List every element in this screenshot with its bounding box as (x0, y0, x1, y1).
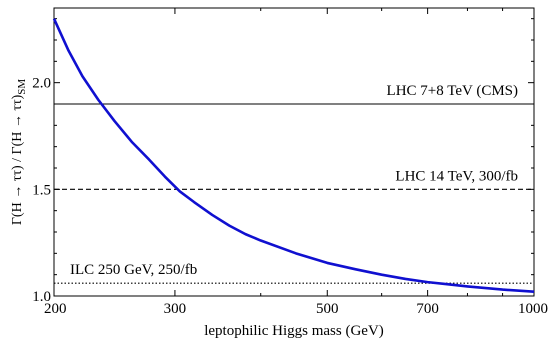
x-tick-labels: 200 300 500 700 1000 (44, 301, 548, 317)
y-tick-labels: 1.0 1.5 2.0 (32, 76, 51, 305)
y-tick-label: 1.0 (32, 289, 51, 305)
y-axis-title-main: Γ(H → ττ) / Γ(H → ττ) (10, 94, 25, 225)
x-tick-label: 500 (316, 301, 339, 317)
y-tick-label: 1.5 (32, 182, 51, 198)
reference-line-label: LHC 14 TeV, 300/fb (395, 168, 518, 184)
x-tick-label: 200 (44, 301, 67, 317)
x-tick-label: 300 (164, 301, 187, 317)
series-line (52, 18, 535, 294)
reference-line-label: LHC 7+8 TeV (CMS) (387, 83, 518, 99)
y-tick-label: 2.0 (32, 76, 51, 92)
plot-frame (53, 7, 535, 297)
y-axis-title-subscript: SM (16, 79, 28, 95)
x-axis-title: leptophilic Higgs mass (GeV) (204, 323, 384, 339)
series-group (52, 18, 535, 294)
y-axis-title: Γ(H → ττ) / Γ(H → ττ)SM (10, 79, 28, 226)
x-tick-label: 700 (416, 301, 439, 317)
reference-lines: LHC 7+8 TeV (CMS) LHC 14 TeV, 300/fb ILC 2… (54, 83, 534, 284)
x-tick-label: 1000 (518, 301, 548, 317)
reference-line-label: ILC 250 GeV, 250/fb (70, 262, 197, 278)
